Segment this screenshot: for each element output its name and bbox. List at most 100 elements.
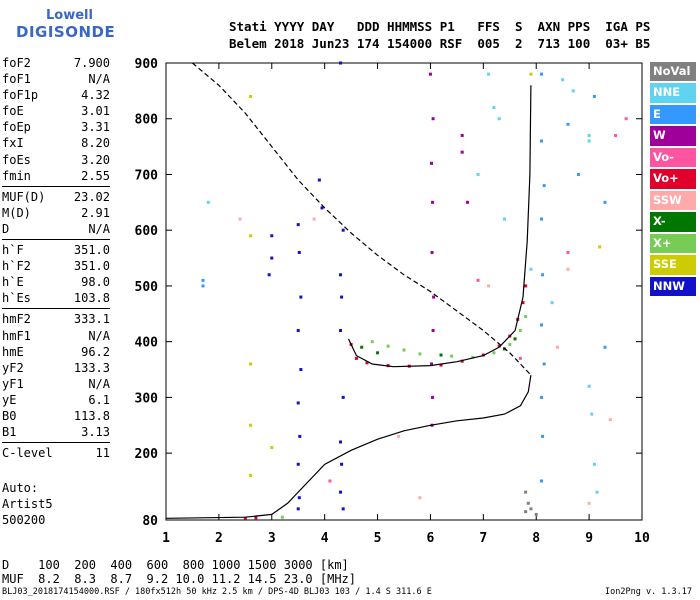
echo-point: [341, 507, 345, 511]
echo-point: [402, 348, 406, 352]
parameter-name: fmin: [2, 168, 31, 183]
echo-point: [541, 434, 545, 438]
parameter-value: 2.55: [81, 168, 110, 183]
echo-point: [431, 200, 435, 204]
profile-curve: [165, 375, 532, 519]
echo-point: [476, 172, 480, 176]
echo-point: [270, 234, 274, 238]
echo-point: [238, 217, 242, 221]
parameter-row: h`Es 103.8: [2, 290, 110, 306]
header-values: Belem 2018 Jun23 174 154000 RSF 005 2 71…: [229, 36, 651, 51]
legend-item: E: [650, 104, 696, 125]
echo-point: [270, 256, 274, 260]
echo-point: [518, 329, 522, 333]
chart-marks: [201, 61, 628, 520]
parameter-row: foF1 N/A: [2, 71, 110, 87]
parameter-value: 96.2: [81, 344, 110, 359]
parameter-row: M(D) 2.91: [2, 205, 110, 221]
echo-point: [365, 361, 369, 365]
parameter-row: foF2 7.900: [2, 55, 110, 71]
echo-point: [476, 278, 480, 282]
echo-point: [296, 223, 300, 227]
parameter-row: hmF1 N/A: [2, 328, 110, 344]
parameter-name: fxI: [2, 136, 24, 151]
parameter-value: 23.02: [73, 189, 110, 204]
echo-point: [577, 172, 581, 176]
echo-point: [587, 384, 591, 388]
echo-point: [339, 490, 343, 494]
parameter-row: yE 6.1: [2, 392, 110, 408]
dashed-profile-curve: [192, 62, 532, 376]
parameter-value: 103.8: [73, 291, 110, 306]
parameter-row: h`F2 351.0: [2, 258, 110, 274]
legend-item: NNW: [650, 276, 696, 297]
echo-point: [312, 217, 316, 221]
parameter-row: foF1p 4.32: [2, 87, 110, 103]
echo-point: [341, 228, 345, 232]
muf-distance-table: D 100 200 400 600 800 1000 1500 3000 [km…: [2, 558, 356, 586]
echo-point: [603, 345, 607, 349]
parameter-value: 3.13: [81, 425, 110, 440]
parameter-value: 2.91: [81, 205, 110, 220]
parameter-name: h`F2: [2, 259, 31, 274]
echo-point: [254, 516, 258, 520]
parameter-row: D N/A: [2, 221, 110, 237]
parameter-value: 6.1: [88, 392, 110, 407]
parameter-name: B1: [2, 425, 17, 440]
echo-point: [370, 340, 374, 344]
parameter-row: fmin 2.55: [2, 168, 110, 184]
x-tick-label: 2: [215, 531, 223, 546]
parameter-name: B0: [2, 408, 17, 423]
x-tick-label: 7: [479, 531, 487, 546]
parameter-name: yE: [2, 392, 17, 407]
parameter-value: N/A: [88, 376, 110, 391]
y-tick-label: 900: [135, 57, 159, 72]
echo-point: [249, 473, 253, 477]
echo-point: [524, 490, 528, 494]
echo-point: [521, 301, 525, 305]
parameter-value: 11: [95, 446, 110, 461]
echo-point: [296, 329, 300, 333]
echo-point: [431, 329, 435, 333]
parameter-row: foEp 3.31: [2, 119, 110, 135]
parameter-name: M(D): [2, 205, 31, 220]
echo-point: [418, 496, 422, 500]
echo-point: [529, 267, 533, 271]
echo-point: [587, 133, 591, 137]
parameter-name: foEp: [2, 120, 31, 135]
echo-point: [540, 479, 544, 483]
echo-point: [492, 106, 496, 110]
parameter-divider: [2, 308, 110, 310]
echo-point: [397, 434, 401, 438]
echo-point: [430, 362, 434, 366]
parameter-name: yF1: [2, 376, 24, 391]
y-tick-label: 80: [142, 514, 158, 529]
parameter-value: 4.32: [81, 88, 110, 103]
echo-point: [513, 337, 517, 341]
echo-point: [206, 200, 210, 204]
x-tick-label: 5: [374, 531, 382, 546]
parameter-name: h`F: [2, 243, 24, 258]
parameter-row: B0 113.8: [2, 408, 110, 424]
parameter-divider: [2, 185, 110, 187]
header-labels: Stati YYYY DAY DDD HHMMSS P1 FFS S AXN P…: [229, 19, 651, 34]
legend-item: W: [650, 126, 696, 146]
echo-point: [524, 284, 528, 288]
auto-label: Auto:: [2, 481, 39, 495]
echo-point: [487, 284, 491, 288]
echo-point: [518, 356, 522, 360]
plot-frame: [165, 62, 643, 521]
echo-point: [328, 479, 332, 483]
autoscaling-info: Auto: Artist5 500200: [2, 480, 53, 528]
echo-point: [492, 351, 496, 355]
echo-point: [566, 122, 570, 126]
file-info-footer: BLJ03_2018174154000.RSF / 180fx512h 50 k…: [2, 587, 698, 597]
legend-item: SSW: [650, 190, 696, 211]
parameter-name: foEs: [2, 152, 31, 167]
parameter-name: hmE: [2, 344, 24, 359]
x-tick-label: 1: [162, 531, 170, 546]
echo-point: [267, 273, 271, 277]
echo-point: [608, 418, 612, 422]
echo-point: [418, 352, 422, 356]
y-tick-label: 400: [135, 336, 159, 351]
